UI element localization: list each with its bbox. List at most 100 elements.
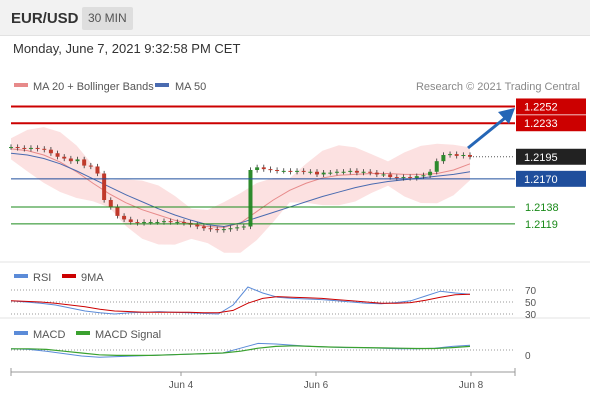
candle-body <box>62 156 67 159</box>
macd-legend-label: MACD <box>33 329 65 341</box>
bollinger-band <box>11 127 470 253</box>
x-tick-label: Jun 4 <box>169 380 194 391</box>
candle-body <box>301 170 306 172</box>
support-label: 1.2119 <box>525 219 558 231</box>
resistance-tag <box>516 98 586 115</box>
candle-body <box>334 171 339 173</box>
ma50-legend-label: MA 50 <box>175 81 206 93</box>
candle-body <box>22 147 27 149</box>
pivot-tag <box>516 170 586 187</box>
candle-body <box>428 171 433 176</box>
rsi-ma-legend-label: 9MA <box>81 272 104 284</box>
ma20-legend-label: MA 20 + Bollinger Bands <box>33 81 154 93</box>
signal-line <box>11 345 471 356</box>
candle-body <box>394 177 399 179</box>
candle-body <box>308 171 313 173</box>
candle-body <box>148 222 153 224</box>
candle-body <box>281 170 286 172</box>
rsi-legend-label: RSI <box>33 272 51 284</box>
rsi-legend-swatch <box>14 274 28 278</box>
candle-body <box>221 229 226 231</box>
candle-body <box>215 229 220 231</box>
candle-body <box>55 153 60 157</box>
candle-body <box>461 155 466 156</box>
candle-body <box>408 177 413 179</box>
candle-body <box>175 222 180 224</box>
resistance-label: 1.2233 <box>524 118 558 130</box>
rsi-ma-legend-swatch <box>62 274 76 278</box>
candle-body <box>108 200 113 208</box>
candle-body <box>48 149 53 154</box>
candle-body <box>288 170 293 172</box>
candle-body <box>68 158 73 162</box>
candle-body <box>128 219 133 223</box>
candle-body <box>261 167 266 170</box>
target-arrow <box>467 112 511 150</box>
main-plot <box>9 127 472 253</box>
candle-body <box>42 148 47 150</box>
candle-body <box>88 165 93 167</box>
candle-body <box>348 170 353 172</box>
candle-body <box>248 170 253 227</box>
candle-body <box>341 171 346 173</box>
candle-body <box>208 228 213 230</box>
candle-body <box>388 174 393 178</box>
last-price-label: 1.2195 <box>524 152 558 164</box>
resistance-label: 1.2252 <box>524 101 558 113</box>
candle-body <box>328 172 333 174</box>
candle-body <box>115 207 120 216</box>
candle-body <box>448 154 453 156</box>
candle-body <box>181 222 186 224</box>
rsi-level-label: 70 <box>525 286 537 297</box>
candle-body <box>168 221 173 223</box>
candle-body <box>95 166 100 174</box>
x-axis-ticks: Jun 4 Jun 6 Jun 8 <box>10 368 516 391</box>
rsi-level-label: 50 <box>525 298 537 309</box>
candle-body <box>28 147 33 149</box>
candle-body <box>102 173 107 200</box>
candle-body <box>315 171 319 175</box>
pivot-label: 1.2170 <box>524 174 558 186</box>
signal-legend-swatch <box>76 331 90 335</box>
candle-body <box>201 226 206 229</box>
timeframe-button[interactable]: 30 MIN <box>82 7 133 30</box>
ma20-legend-swatch <box>14 83 28 87</box>
candle-body <box>468 155 472 157</box>
resistance-tag <box>516 115 586 132</box>
candle-body <box>454 154 459 156</box>
candle-body <box>135 222 140 224</box>
candle-body <box>414 176 419 178</box>
candle-body <box>268 169 273 171</box>
candle-body <box>35 147 40 149</box>
candle-body <box>275 170 280 171</box>
candle-body <box>75 159 80 162</box>
candle-body <box>381 174 386 176</box>
candle-body <box>82 159 87 166</box>
candle-body <box>361 171 366 173</box>
candle-body <box>142 222 147 224</box>
candle-body <box>374 172 379 175</box>
ma50-legend-swatch <box>155 83 169 87</box>
candle-body <box>321 172 326 175</box>
candle-body <box>354 170 359 173</box>
candle-body <box>255 167 260 170</box>
rsi-line <box>10 286 471 315</box>
rsi-ma-line <box>10 293 471 314</box>
ma50-line <box>10 152 471 227</box>
candle-body <box>162 221 166 223</box>
credit-label: Research © 2021 Trading Central <box>416 81 580 93</box>
candle-body <box>15 147 20 149</box>
candle-body <box>195 224 200 227</box>
candle-body <box>401 177 406 179</box>
header-bar: EUR/USD 30 MIN <box>0 0 590 36</box>
macd-plot <box>10 342 515 358</box>
candle-body <box>421 175 426 177</box>
candle-body <box>228 228 233 230</box>
support-label: 1.2138 <box>525 202 559 214</box>
rsi-level-label: 30 <box>525 310 537 321</box>
candle-body <box>295 170 300 172</box>
target-arrow-head <box>498 108 515 124</box>
candle-body <box>122 215 127 220</box>
